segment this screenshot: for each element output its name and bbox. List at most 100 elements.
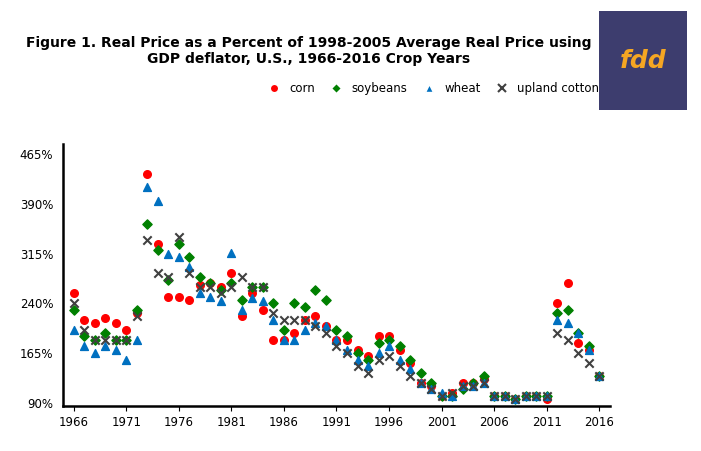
- Point: [320, 323, 332, 330]
- Point: [362, 353, 374, 360]
- Point: [531, 392, 542, 400]
- Point: [247, 295, 258, 302]
- Point: [520, 392, 531, 400]
- Point: [79, 316, 90, 323]
- Point: [383, 333, 395, 340]
- Point: [499, 392, 510, 400]
- Point: [489, 392, 500, 400]
- Point: [331, 326, 342, 333]
- Point: [352, 356, 363, 363]
- Point: [394, 346, 405, 353]
- Point: [289, 329, 300, 336]
- Point: [68, 299, 79, 307]
- Point: [215, 286, 226, 294]
- Point: [478, 379, 489, 387]
- Point: [236, 306, 247, 313]
- Point: [552, 316, 563, 323]
- Point: [447, 392, 458, 400]
- Point: [426, 386, 437, 393]
- Point: [194, 283, 205, 290]
- Point: [247, 283, 258, 290]
- Point: [352, 363, 363, 370]
- Point: [173, 234, 184, 241]
- Point: [100, 343, 111, 350]
- Point: [278, 326, 290, 333]
- Point: [436, 392, 447, 400]
- Point: [541, 392, 552, 400]
- Point: [131, 306, 142, 313]
- Point: [289, 299, 300, 307]
- Point: [268, 299, 279, 307]
- Point: [373, 350, 384, 357]
- Point: [468, 379, 479, 387]
- Point: [426, 382, 437, 390]
- Point: [520, 392, 531, 400]
- Point: [205, 293, 216, 300]
- Point: [310, 323, 321, 330]
- Point: [531, 392, 542, 400]
- Point: [468, 382, 479, 390]
- Point: [152, 240, 163, 247]
- Point: [531, 392, 542, 400]
- Point: [257, 283, 268, 290]
- Point: [510, 396, 521, 403]
- Point: [499, 392, 510, 400]
- Point: [573, 329, 584, 336]
- Point: [404, 366, 416, 373]
- Point: [362, 356, 374, 363]
- Point: [562, 336, 573, 343]
- Point: [310, 286, 321, 294]
- Point: [215, 283, 226, 290]
- Point: [268, 336, 279, 343]
- Point: [404, 356, 416, 363]
- Point: [121, 336, 132, 343]
- Point: [163, 273, 174, 281]
- Point: [383, 336, 395, 343]
- Point: [583, 346, 594, 353]
- Point: [89, 350, 100, 357]
- Point: [121, 336, 132, 343]
- Point: [236, 313, 247, 320]
- Point: [320, 329, 332, 336]
- Point: [184, 263, 195, 271]
- Point: [341, 333, 353, 340]
- Point: [79, 326, 90, 333]
- Point: [257, 306, 268, 313]
- Point: [310, 319, 321, 327]
- Text: fdd: fdd: [620, 49, 667, 73]
- Point: [520, 392, 531, 400]
- Point: [436, 389, 447, 396]
- Point: [573, 350, 584, 357]
- Point: [394, 343, 405, 350]
- Point: [457, 382, 468, 390]
- Point: [110, 336, 121, 343]
- Point: [110, 336, 121, 343]
- Point: [100, 329, 111, 336]
- Point: [68, 290, 79, 297]
- Point: [436, 392, 447, 400]
- Point: [257, 283, 268, 290]
- Point: [268, 316, 279, 323]
- Point: [173, 293, 184, 300]
- Point: [331, 343, 342, 350]
- Point: [152, 270, 163, 277]
- Point: [415, 369, 426, 377]
- Point: [205, 280, 216, 287]
- Point: [362, 363, 374, 370]
- Point: [426, 379, 437, 387]
- Point: [341, 336, 353, 343]
- Point: [447, 389, 458, 396]
- Point: [478, 376, 489, 383]
- Point: [131, 313, 142, 320]
- Point: [299, 303, 311, 310]
- Point: [79, 343, 90, 350]
- Point: [562, 319, 573, 327]
- Point: [531, 392, 542, 400]
- Point: [541, 392, 552, 400]
- Point: [352, 350, 363, 357]
- Point: [394, 356, 405, 363]
- Point: [426, 386, 437, 393]
- Point: [594, 373, 605, 380]
- Point: [520, 392, 531, 400]
- Point: [184, 296, 195, 304]
